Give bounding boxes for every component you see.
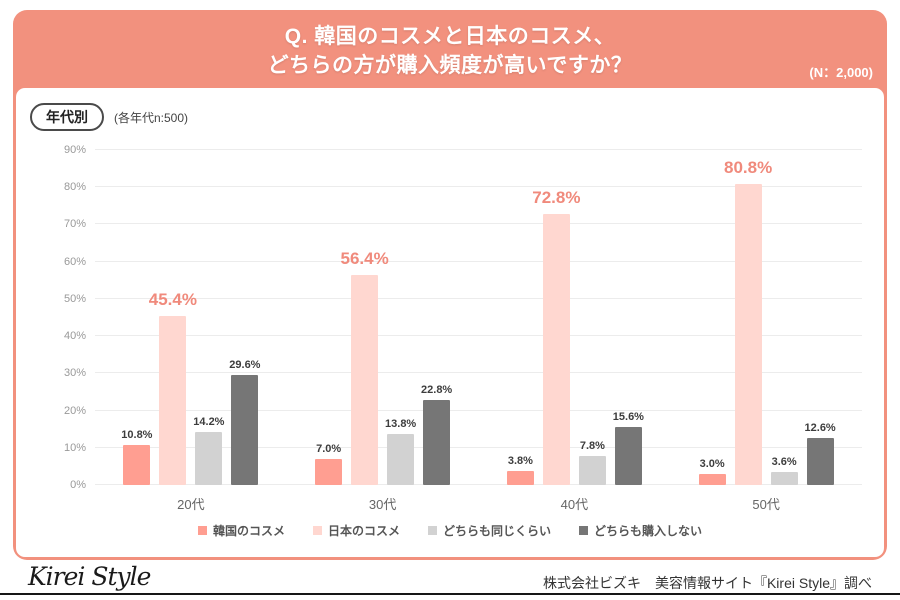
bar-groups: 10.8% 45.4% 14.2% 29.6% 20代 7.0% 56.4% 13.8% 22.…: [95, 150, 862, 512]
bar-value-label: 7.8%: [579, 439, 605, 452]
bar-value-label: 56.4%: [340, 249, 389, 269]
y-axis-tick: 90%: [63, 144, 86, 156]
chart-legend: 韓国のコスメ 日本のコスメ どちらも同じくらい どちらも購入しない: [16, 522, 884, 539]
bar-cluster: 3.8% 72.8% 7.8% 15.6%: [479, 150, 671, 485]
chart-header: Q. 韓国のコスメと日本のコスメ、 どちらの方が購入頻度が高いですか？ (N：2…: [13, 10, 887, 88]
chart-title-line1: Q. 韓国のコスメと日本のコスメ、: [284, 25, 616, 48]
bar-value-label: 3.6%: [771, 455, 797, 468]
bar-value-label: 3.8%: [507, 454, 533, 467]
bar-group: 7.0% 56.4% 13.8% 22.8% 30代: [287, 150, 479, 512]
bar-cluster: 3.0% 80.8% 3.6% 12.6%: [670, 150, 862, 485]
gridline: [95, 149, 862, 150]
bar: 15.6%: [613, 411, 644, 485]
bar: 3.6%: [770, 456, 798, 485]
legend-swatch: [428, 526, 437, 535]
y-axis-tick: 60%: [63, 255, 86, 268]
legend-swatch: [579, 526, 589, 535]
bar-value-label: 29.6%: [229, 358, 261, 371]
bar: 45.4%: [149, 290, 197, 485]
bar-value-label: 72.8%: [532, 188, 581, 208]
gridline: [95, 484, 862, 485]
gridline: [95, 446, 862, 448]
y-axis-tick: 0%: [70, 479, 86, 491]
bar: 22.8%: [421, 384, 452, 485]
bar: 13.8%: [385, 418, 416, 485]
bar: 10.8%: [121, 429, 152, 485]
x-axis-label: 50代: [752, 497, 780, 512]
gridline: [95, 297, 862, 299]
gridline: [95, 335, 862, 337]
bar-cluster: 10.8% 45.4% 14.2% 29.6%: [95, 150, 287, 485]
bar-cluster: 7.0% 56.4% 13.8% 22.8%: [287, 150, 479, 485]
age-group-badge: 年代別: [30, 103, 104, 131]
bar-group: 10.8% 45.4% 14.2% 29.6% 20代: [95, 150, 287, 512]
bar-value-label: 13.8%: [385, 417, 417, 430]
sample-size-note: (N：2,000): [809, 65, 873, 80]
bar: 80.8%: [724, 158, 772, 485]
x-axis-label: 20代: [177, 497, 205, 512]
legend-swatch: [312, 526, 322, 535]
bar: 12.6%: [805, 422, 836, 485]
legend-label: どちらも同じくらい: [443, 524, 552, 538]
gridline: [95, 223, 862, 225]
y-axis-tick: 40%: [63, 330, 86, 343]
legend-label: 韓国のコスメ: [212, 524, 285, 538]
legend-item: 韓国のコスメ: [197, 522, 285, 539]
bar: 3.8%: [506, 455, 534, 485]
legend-item: どちらも同じくらい: [428, 522, 551, 539]
legend-item: 日本のコスメ: [312, 522, 400, 539]
badge-row: 年代別 (各年代n:500): [30, 103, 188, 131]
bar-value-label: 7.0%: [316, 442, 342, 455]
bar: 7.8%: [578, 440, 606, 485]
x-axis-label: 30代: [368, 497, 397, 512]
y-axis-tick: 70%: [63, 218, 86, 231]
bottom-rule: [0, 593, 900, 595]
bar: 3.0%: [698, 458, 726, 485]
kirei-style-logo: Kirei Style: [28, 562, 151, 591]
bar-chart: 0% 10% 20% 30% 40% 50% 60% 70% 80% 90% 10.8% 45.4% 1…: [64, 144, 862, 512]
gridline: [95, 186, 862, 188]
legend-label: 日本のコスメ: [327, 524, 400, 538]
bar: 29.6%: [229, 359, 260, 485]
bar-value-label: 80.8%: [724, 158, 773, 178]
legend-swatch: [197, 526, 207, 535]
y-axis-tick: 80%: [63, 181, 86, 194]
bar: 14.2%: [193, 416, 224, 485]
source-credit: 株式会社ビズキ 美容情報サイト『Kirei Style』調べ: [542, 575, 872, 591]
bar-group: 3.8% 72.8% 7.8% 15.6% 40代: [479, 150, 671, 512]
per-age-sample-note: (各年代n:500): [114, 110, 189, 125]
legend-item: どちらも購入しない: [579, 522, 702, 539]
bar-value-label: 14.2%: [193, 416, 225, 429]
bar: 56.4%: [341, 249, 389, 485]
chart-title: Q. 韓国のコスメと日本のコスメ、 どちらの方が購入頻度が高いですか？: [13, 10, 887, 80]
y-axis-tick: 50%: [63, 292, 86, 305]
gridline: [95, 260, 862, 262]
y-axis-tick: 30%: [63, 367, 86, 380]
gridline: [95, 372, 862, 374]
chart-panel: 年代別 (各年代n:500) 0% 10% 20% 30% 40% 50% 60% 70% 80…: [16, 88, 884, 557]
bar-value-label: 10.8%: [121, 428, 153, 441]
chart-title-line2: どちらの方が購入頻度が高いですか？: [267, 54, 633, 77]
x-axis-label: 40代: [560, 497, 589, 512]
bar-value-label: 22.8%: [421, 384, 453, 397]
gridline: [95, 409, 862, 411]
bar: 72.8%: [532, 188, 580, 485]
survey-card: Q. 韓国のコスメと日本のコスメ、 どちらの方が購入頻度が高いですか？ (N：2…: [13, 10, 887, 560]
y-axis-tick: 20%: [63, 404, 86, 417]
bar-value-label: 15.6%: [612, 410, 644, 423]
bar-value-label: 12.6%: [804, 422, 836, 435]
bar-group: 3.0% 80.8% 3.6% 12.6% 50代: [670, 150, 862, 512]
bar-value-label: 45.4%: [148, 290, 197, 310]
bar-value-label: 3.0%: [699, 457, 725, 470]
bar: 7.0%: [315, 443, 343, 485]
legend-label: どちらも購入しない: [594, 524, 703, 538]
y-axis-tick: 10%: [63, 441, 86, 454]
